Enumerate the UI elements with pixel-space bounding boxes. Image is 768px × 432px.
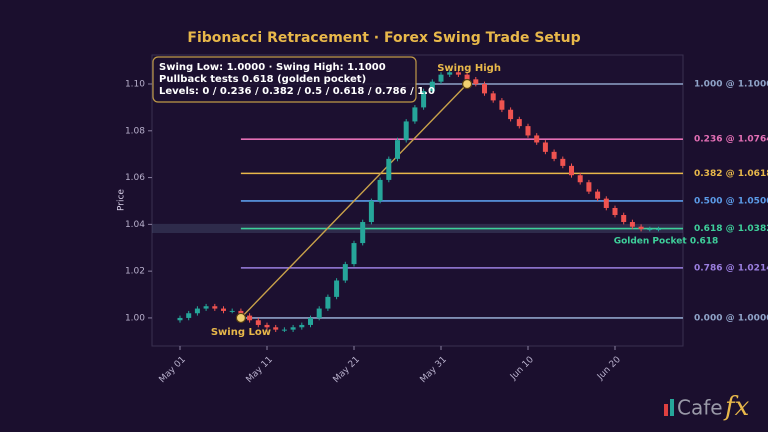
candle-body [308, 317, 313, 325]
candle-body [603, 198, 609, 208]
candle-body [508, 109, 514, 120]
fib-level-label: 1.000 @ 1.1000 [694, 80, 768, 90]
candle-body [551, 151, 557, 159]
candle-body [368, 200, 374, 223]
candle-body [247, 315, 253, 321]
fib-level-label: 0.382 @ 1.0618 [694, 169, 768, 179]
y-tick-label: 1.08 [125, 126, 145, 136]
candle-body [577, 175, 583, 183]
candle-body [621, 215, 627, 223]
fib-level-label: 0.000 @ 1.0000 [694, 313, 768, 323]
candle-body [342, 264, 348, 281]
y-tick-label: 1.04 [125, 220, 145, 230]
candle-body [525, 126, 531, 136]
candle-body [299, 324, 305, 328]
logo-bar [664, 404, 668, 416]
candle-body [542, 142, 548, 152]
watermark: fx [723, 392, 750, 422]
candle-body [177, 317, 183, 321]
fib-level-label: 0.500 @ 1.0500 [694, 196, 768, 206]
candle-body [447, 72, 453, 75]
candle-body [534, 135, 540, 143]
candle-body [325, 296, 331, 309]
fib-level-label: 0.236 @ 1.0764 [694, 135, 768, 145]
candle-body [360, 222, 366, 244]
swing-label: Swing Low [211, 327, 271, 338]
candle-body [629, 222, 635, 227]
candle-body [490, 93, 496, 101]
y-tick-label: 1.10 [125, 80, 145, 90]
swing-label: Swing High [437, 63, 501, 74]
candle-body [334, 280, 340, 297]
chart-title: Fibonacci Retracement · Forex Swing Trad… [187, 30, 580, 46]
fib-level-label: 0.786 @ 1.0214 [694, 263, 768, 273]
candle-body [647, 229, 653, 231]
candle-body [290, 327, 296, 330]
candle-body [429, 81, 435, 92]
logo-bar [670, 399, 674, 416]
y-tick-label: 1.02 [125, 267, 145, 277]
candle-body [586, 182, 592, 192]
y-axis-label: Price [117, 189, 127, 211]
candle-body [569, 165, 574, 176]
candle-body [221, 308, 226, 311]
candle-body [473, 79, 479, 85]
candle-body [656, 229, 661, 231]
candle-body [595, 191, 601, 199]
candle-body [229, 310, 235, 312]
candle-body [403, 121, 409, 141]
swing-point [235, 312, 246, 324]
candle-body [386, 158, 392, 180]
candle-body [516, 119, 522, 127]
info-text: Pullback tests 0.618 (golden pocket) [159, 74, 366, 85]
info-text: Swing Low: 1.0000 · Swing High: 1.1000 [159, 62, 386, 73]
candle-body [455, 72, 461, 75]
fib-level-label: 0.618 @ 1.0382 [694, 224, 768, 234]
candle-body [499, 100, 505, 110]
candle-body [281, 329, 287, 331]
candle-body [264, 324, 270, 328]
candle-body [316, 308, 322, 318]
candle-body [212, 306, 218, 309]
swing-point [462, 78, 473, 90]
y-tick-label: 1.06 [125, 173, 145, 183]
candle-body [351, 243, 357, 265]
candle-body [464, 74, 470, 80]
candle-body [273, 327, 279, 330]
candle-body [395, 140, 400, 159]
candle-body [560, 158, 566, 166]
candle-body [377, 179, 383, 201]
candle-body [255, 320, 261, 325]
candle-body [482, 84, 487, 94]
candle-body [438, 74, 444, 82]
candle-body [194, 308, 200, 314]
candle-body [186, 313, 192, 318]
candle-body [421, 91, 427, 108]
candle-body [412, 107, 418, 122]
golden-pocket-label: Golden Pocket 0.618 [614, 237, 719, 247]
y-tick-label: 1.00 [125, 313, 145, 323]
logo: Cafe fx [664, 392, 750, 422]
watermark: Cafe [677, 396, 723, 420]
candle-body [638, 226, 644, 230]
swing-line [240, 83, 468, 319]
info-text: Levels: 0 / 0.236 / 0.382 / 0.5 / 0.618 … [159, 86, 435, 97]
candle-body [203, 306, 209, 309]
candle-body [612, 207, 618, 216]
info-box [152, 56, 417, 103]
